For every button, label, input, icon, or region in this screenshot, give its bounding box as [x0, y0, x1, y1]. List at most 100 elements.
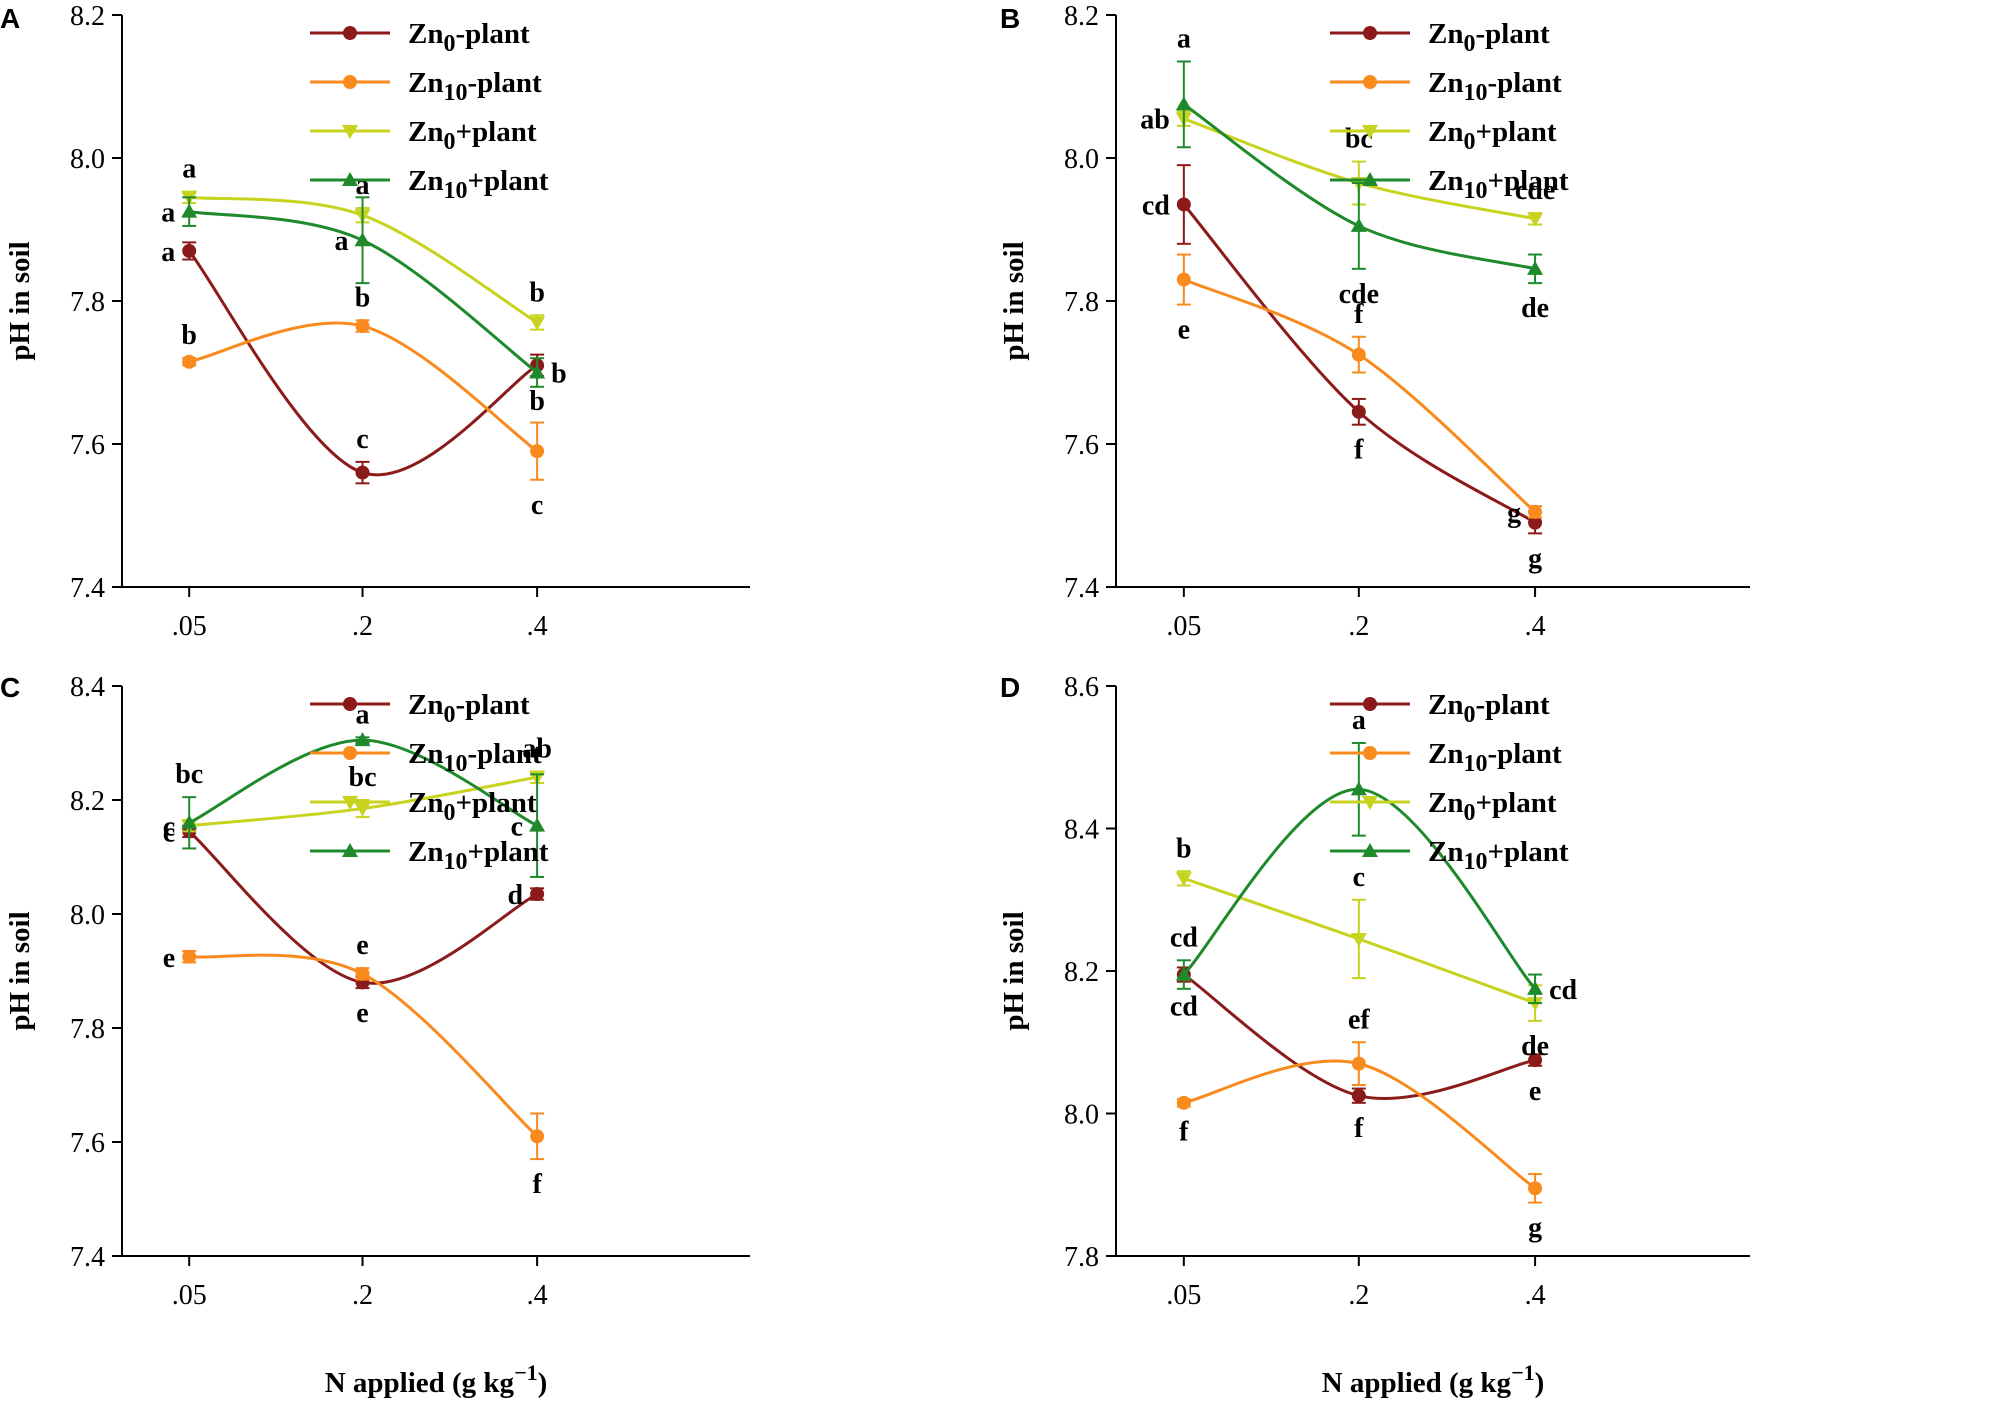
y-tick-label: 8.0 [1064, 1100, 1099, 1131]
data-point [355, 966, 370, 981]
significance-letter: bc [349, 762, 377, 793]
x-tick-label: .4 [1525, 1280, 1546, 1311]
x-tick-label: .05 [1166, 611, 1201, 642]
legend-marker [343, 697, 357, 711]
data-point [355, 319, 370, 334]
legend-marker [1363, 697, 1377, 711]
data-point [1528, 1181, 1543, 1196]
data-point [354, 802, 371, 817]
y-tick-label: 7.4 [1064, 573, 1099, 604]
data-point [354, 232, 371, 247]
panel-label: A [0, 3, 20, 34]
legend-entry-label: Zn10-plant [408, 67, 542, 106]
x-tick-label: .05 [1166, 1280, 1201, 1311]
legend-marker [343, 26, 357, 40]
series-Zn0-plant: cd f g [1142, 164, 1543, 574]
y-tick-label: 7.4 [70, 1242, 105, 1273]
data-point [1350, 217, 1367, 232]
panel-c: C7.47.67.88.08.28.4.05.2.4pH in soilcede… [0, 672, 750, 1311]
significance-letter: c [531, 490, 543, 521]
significance-letter: e [1529, 1076, 1541, 1107]
data-point [530, 1129, 545, 1144]
data-point [354, 732, 371, 747]
data-point [1175, 966, 1192, 981]
data-point [1351, 404, 1366, 419]
legend-marker [1363, 26, 1377, 40]
data-point [530, 887, 545, 902]
significance-letter: b [1176, 833, 1192, 864]
y-tick-label: 8.0 [70, 900, 105, 931]
y-tick-label: 7.6 [1064, 430, 1099, 461]
significance-letter: a [356, 170, 370, 201]
legend-entry-label: Zn10-plant [408, 738, 542, 777]
legend-marker [1362, 843, 1378, 857]
data-point [530, 444, 545, 459]
y-axis-label: pH in soil [4, 241, 36, 360]
legend-marker [1363, 746, 1377, 760]
significance-letter: c [511, 812, 523, 843]
legend-entry-label: Zn0+plant [1428, 116, 1557, 155]
data-point [1528, 504, 1543, 519]
legend-marker [342, 796, 358, 810]
series-Zn0-plant: cd f e [1170, 966, 1543, 1144]
legend-marker [343, 746, 357, 760]
significance-letter: a [356, 699, 370, 730]
legend: Zn0-plant Zn10-plant Zn0+plant Zn10+plant [310, 18, 549, 204]
y-tick-label: 8.2 [1064, 957, 1099, 988]
legend: Zn0-plant Zn10-plant Zn0+plant Zn10+plant [1330, 689, 1569, 875]
legend-entry-label: Zn10+plant [1428, 836, 1569, 875]
x-axis-label: N applied (g kg−1) [1322, 1360, 1545, 1399]
significance-letter: a [161, 237, 175, 268]
data-point [1175, 872, 1192, 887]
x-tick-label: .2 [1348, 611, 1369, 642]
x-tick-label: .4 [527, 611, 548, 642]
significance-letter: b [529, 386, 545, 417]
significance-letter: ef [1348, 1004, 1370, 1035]
significance-letter: g [1528, 1213, 1542, 1244]
data-point [1351, 1088, 1366, 1103]
y-tick-label: 7.4 [70, 573, 105, 604]
significance-letter: b [181, 320, 197, 351]
x-axis-label: N applied (g kg−1) [325, 1360, 548, 1399]
panel-a: A7.47.67.88.08.2.05.2.4pH in soil acbbbca… [0, 1, 750, 642]
significance-letter: cde [1515, 175, 1555, 206]
y-tick-label: 7.6 [70, 430, 105, 461]
legend-entry-label: Zn0-plant [408, 18, 530, 57]
data-point [182, 243, 197, 258]
x-tick-label: .2 [352, 611, 373, 642]
data-point [529, 316, 546, 331]
significance-letter: a [161, 198, 175, 229]
data-point [1351, 347, 1366, 362]
series-Zn0+plant: b c de [1175, 833, 1549, 1062]
x-tick-label: .2 [352, 1280, 373, 1311]
series-Zn0-plant: a c b [161, 237, 545, 485]
significance-letter: de [1521, 1031, 1549, 1062]
data-point [529, 364, 546, 379]
legend-entry-label: Zn10+plant [1428, 165, 1569, 204]
significance-letter: e [1178, 315, 1190, 346]
significance-letter: cd [1170, 922, 1198, 953]
legend-marker [1362, 125, 1378, 139]
significance-letter: cd [1549, 975, 1577, 1006]
data-point [181, 203, 198, 218]
data-point [1527, 260, 1544, 275]
series-Zn10+plant: cd a cd [1170, 705, 1578, 1006]
significance-letter: e [356, 998, 368, 1029]
legend-entry-label: Zn0-plant [1428, 689, 1550, 728]
significance-letter: ab [1140, 105, 1170, 136]
x-tick-label: .05 [172, 611, 207, 642]
legend-entry-label: Zn0-plant [1428, 18, 1550, 57]
series-Zn10-plant: e e f [163, 930, 545, 1200]
x-tick-label: .2 [1348, 1280, 1369, 1311]
significance-letter: a [1352, 705, 1366, 736]
legend-entry-label: Zn10-plant [1428, 67, 1562, 106]
y-tick-label: 7.6 [70, 1128, 105, 1159]
significance-letter: f [1354, 299, 1364, 330]
data-point [1175, 96, 1192, 111]
y-tick-label: 8.2 [70, 786, 105, 817]
data-point [1176, 197, 1191, 212]
data-point [182, 354, 197, 369]
legend-entry-label: Zn10-plant [1428, 738, 1562, 777]
panel-label: D [1000, 672, 1020, 703]
